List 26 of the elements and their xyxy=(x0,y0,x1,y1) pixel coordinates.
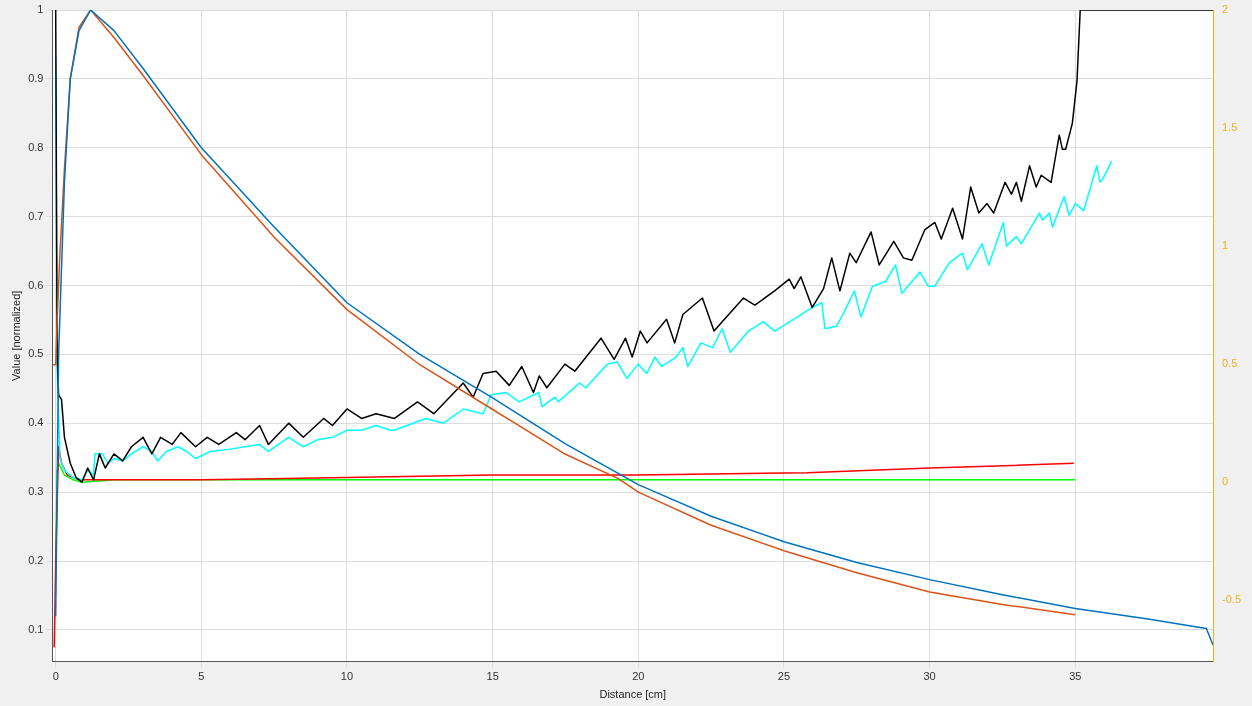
x-axis-title: Distance [cm] xyxy=(599,688,667,701)
x-tick-label: 30 xyxy=(923,670,936,683)
y-tick-label: 0.1 xyxy=(28,622,44,635)
x-tick-label: 10 xyxy=(340,670,354,683)
x-tick-label: 0 xyxy=(52,670,59,683)
x-tick-label: 15 xyxy=(486,670,499,683)
y-tick-label: 0.8 xyxy=(28,140,44,153)
y2-tick-label: 0 xyxy=(1222,475,1229,488)
y-tick-label: 0.4 xyxy=(28,416,44,429)
y2-tick-label: 0.5 xyxy=(1222,357,1238,370)
y2-tick-label: -0.5 xyxy=(1222,593,1242,606)
y2-tick-label: 1.5 xyxy=(1222,121,1238,134)
y-axis-title: Value [normalized] xyxy=(9,290,22,381)
y-tick-label: 1 xyxy=(37,3,44,16)
x-tick-label: 25 xyxy=(777,670,791,683)
y-tick-label: 0.3 xyxy=(28,485,44,498)
x-tick-label: 35 xyxy=(1069,670,1082,683)
y2-tick-label: 1 xyxy=(1222,239,1229,252)
y2-tick-label: 2 xyxy=(1222,3,1229,16)
y-tick-label: 0.6 xyxy=(28,278,44,291)
y-tick-label: 0.5 xyxy=(28,347,44,360)
y-tick-label: 0.9 xyxy=(28,71,44,84)
y-tick-label: 0.7 xyxy=(28,209,44,222)
x-tick-label: 20 xyxy=(632,670,645,683)
y-tick-label: 0.2 xyxy=(28,554,44,567)
x-tick-label: 5 xyxy=(198,670,205,683)
